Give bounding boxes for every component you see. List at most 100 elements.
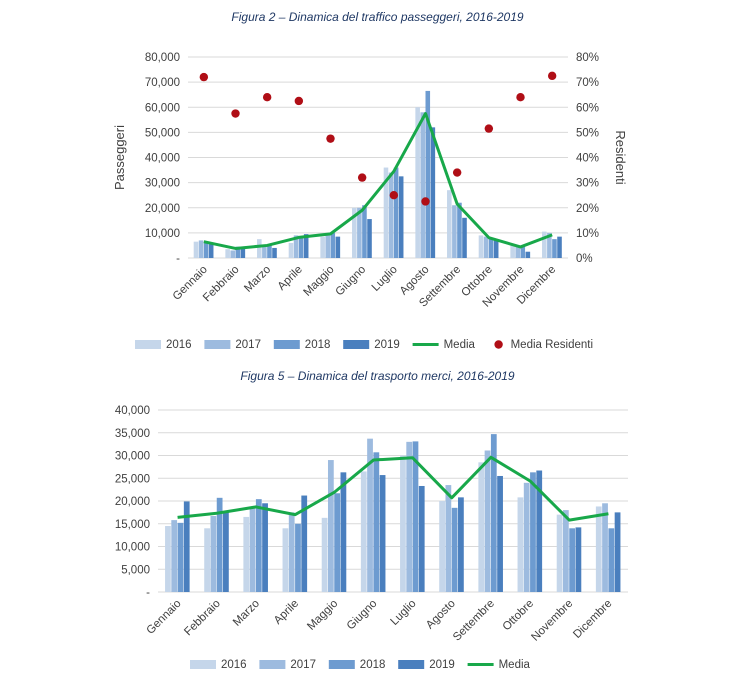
merci-legend-item-2018: 2018 bbox=[328, 659, 385, 671]
passeggeri-bar-2019-marzo bbox=[272, 247, 277, 258]
passeggeri-y2-tick-label: 0% bbox=[576, 253, 593, 265]
figure-5-title: Figura 5 – Dinamica del trasporto merci,… bbox=[240, 369, 515, 383]
merci-legend-label: Media bbox=[499, 659, 531, 671]
passeggeri-bar-2018-aprile bbox=[298, 236, 304, 258]
passeggeri-y-tick-label: 40,000 bbox=[145, 153, 180, 165]
merci-bar-2018-aprile bbox=[295, 523, 301, 592]
merci-bar-2019-ottobre bbox=[536, 470, 543, 592]
passeggeri-legend-label: 2016 bbox=[166, 339, 192, 351]
merci-bar-2019-agosto bbox=[458, 497, 464, 592]
passeggeri-legend-item-media: Media bbox=[412, 339, 476, 351]
merci-legend-label: 2019 bbox=[429, 659, 455, 671]
merci-bar-2017-febbraio bbox=[210, 516, 217, 592]
figure-2-title: Figura 2 – Dinamica del traffico passegg… bbox=[231, 10, 524, 24]
passeggeri-residenti-point-gennaio bbox=[199, 72, 209, 82]
merci-bar-2019-febbraio bbox=[223, 511, 229, 592]
merci-bar-2016-giugno bbox=[360, 471, 367, 592]
passeggeri-legend-item-2017: 2017 bbox=[204, 339, 261, 351]
merci-legend-item-media: Media bbox=[467, 659, 531, 671]
merci-bar-2018-marzo bbox=[255, 499, 262, 592]
passeggeri-y2-tick-label: 10% bbox=[576, 228, 599, 240]
passeggeri-y-tick-label: 20,000 bbox=[145, 203, 180, 215]
merci-bar-2018-giugno bbox=[373, 452, 380, 592]
passeggeri-bar-2017-novembre bbox=[515, 245, 520, 258]
merci-bar-2018-maggio bbox=[334, 493, 341, 592]
merci-bar-2016-gennaio bbox=[165, 526, 171, 592]
merci-x-tick-label: Marzo bbox=[231, 598, 262, 629]
merci-legend-item-2017: 2017 bbox=[259, 659, 316, 671]
merci-y-tick-label: 5,000 bbox=[121, 564, 150, 576]
passeggeri-legend-item-media-residenti: Media Residenti bbox=[494, 339, 593, 351]
passeggeri-bar-2019-febbraio bbox=[240, 246, 246, 258]
merci-bar-2016-settembre bbox=[478, 462, 485, 592]
passeggeri-bar-2016-maggio bbox=[320, 236, 325, 258]
merci-bar-2019-maggio bbox=[340, 472, 347, 592]
passeggeri-y2-tick-label: 70% bbox=[576, 77, 599, 89]
merci-legend-label: 2017 bbox=[290, 659, 316, 671]
passeggeri-bar-2016-giugno bbox=[352, 207, 357, 258]
passeggeri-y2-tick-label: 40% bbox=[576, 153, 599, 165]
passeggeri-y-tick-label: 50,000 bbox=[145, 127, 180, 139]
merci-legend-swatch bbox=[328, 660, 355, 669]
passeggeri-bar-2017-marzo bbox=[262, 245, 267, 258]
passeggeri-y-tick-label: 30,000 bbox=[145, 178, 180, 190]
merci-y-tick-label: - bbox=[146, 587, 150, 599]
merci-legend-item-2019: 2019 bbox=[398, 659, 455, 671]
passeggeri-legend-item-2018: 2018 bbox=[273, 339, 330, 351]
merci-bar-2018-febbraio bbox=[216, 497, 223, 592]
passeggeri-legend-swatch bbox=[273, 340, 300, 349]
passeggeri-bar-2017-agosto bbox=[420, 112, 425, 259]
passeggeri-y-tick-label: 70,000 bbox=[145, 77, 180, 89]
passeggeri-bar-2017-luglio bbox=[388, 172, 394, 258]
passeggeri-bar-2016-marzo bbox=[257, 239, 262, 258]
merci-bar-2017-settembre bbox=[484, 450, 491, 592]
merci-bar-2018-settembre bbox=[490, 434, 497, 592]
merci-bar-2019-marzo bbox=[262, 503, 268, 592]
merci-x-tick-label: Maggio bbox=[305, 598, 340, 633]
passeggeri-y2-axis-title: Residenti bbox=[613, 130, 628, 184]
passenger-traffic-chart: - 10,000 20,000 30,000 40,000 50,000 60,000 70,… bbox=[112, 52, 628, 351]
merci-bar-2017-agosto bbox=[445, 485, 452, 592]
passeggeri-legend-swatch bbox=[494, 340, 503, 349]
merci-bar-2019-aprile bbox=[301, 495, 308, 592]
merci-bar-2017-luglio bbox=[406, 441, 413, 592]
merci-bar-2016-dicembre bbox=[595, 506, 602, 592]
passeggeri-bar-2017-dicembre bbox=[547, 232, 552, 258]
passeggeri-bar-2019-novembre bbox=[525, 251, 531, 258]
merci-bar-2018-luglio bbox=[412, 441, 419, 592]
merci-legend-item-2016: 2016 bbox=[190, 659, 247, 671]
passeggeri-bar-2019-ottobre bbox=[493, 240, 499, 258]
merci-bar-2017-marzo bbox=[249, 507, 256, 592]
passeggeri-legend-label: Media bbox=[444, 339, 476, 351]
passeggeri-bar-2018-luglio bbox=[393, 167, 399, 258]
passeggeri-bar-2019-aprile bbox=[303, 234, 309, 258]
passeggeri-legend-item-2016: 2016 bbox=[135, 339, 192, 351]
passeggeri-bar-2019-dicembre bbox=[557, 236, 562, 258]
passeggeri-bar-2018-ottobre bbox=[488, 237, 494, 258]
passeggeri-y2-tick-label: 60% bbox=[576, 102, 599, 114]
merci-x-tick-label: Agosto bbox=[424, 598, 458, 632]
passeggeri-bar-2016-dicembre bbox=[542, 231, 547, 258]
merci-bar-2018-agosto bbox=[451, 507, 458, 592]
passeggeri-bar-2016-luglio bbox=[383, 167, 389, 258]
passeggeri-bar-2016-aprile bbox=[288, 242, 294, 258]
passeggeri-bar-2019-maggio bbox=[335, 236, 341, 258]
passeggeri-bar-2017-ottobre bbox=[483, 236, 489, 258]
merci-x-tick-label: Aprile bbox=[272, 598, 301, 627]
merci-bar-2017-maggio bbox=[327, 460, 334, 592]
merci-x-tick-label: Settembre bbox=[451, 598, 497, 644]
merci-bar-2017-aprile bbox=[288, 512, 295, 592]
merci-x-tick-label: Luglio bbox=[389, 598, 419, 628]
merci-bar-2019-luglio bbox=[418, 485, 425, 592]
passeggeri-y-tick-label: 10,000 bbox=[145, 228, 180, 240]
merci-bar-2019-gennaio bbox=[183, 501, 190, 592]
passeggeri-residenti-point-febbraio bbox=[231, 109, 240, 118]
passeggeri-residenti-point-dicembre bbox=[547, 71, 557, 81]
passeggeri-y-tick-label: 60,000 bbox=[145, 102, 180, 114]
passeggeri-bar-2018-agosto bbox=[425, 90, 431, 258]
passeggeri-y-tick-label: 80,000 bbox=[145, 52, 180, 64]
passeggeri-residenti-point-agosto bbox=[421, 197, 430, 206]
merci-bar-2016-luglio bbox=[400, 455, 406, 592]
merci-bar-2016-febbraio bbox=[204, 528, 210, 592]
passeggeri-residenti-point-giugno bbox=[357, 173, 367, 182]
